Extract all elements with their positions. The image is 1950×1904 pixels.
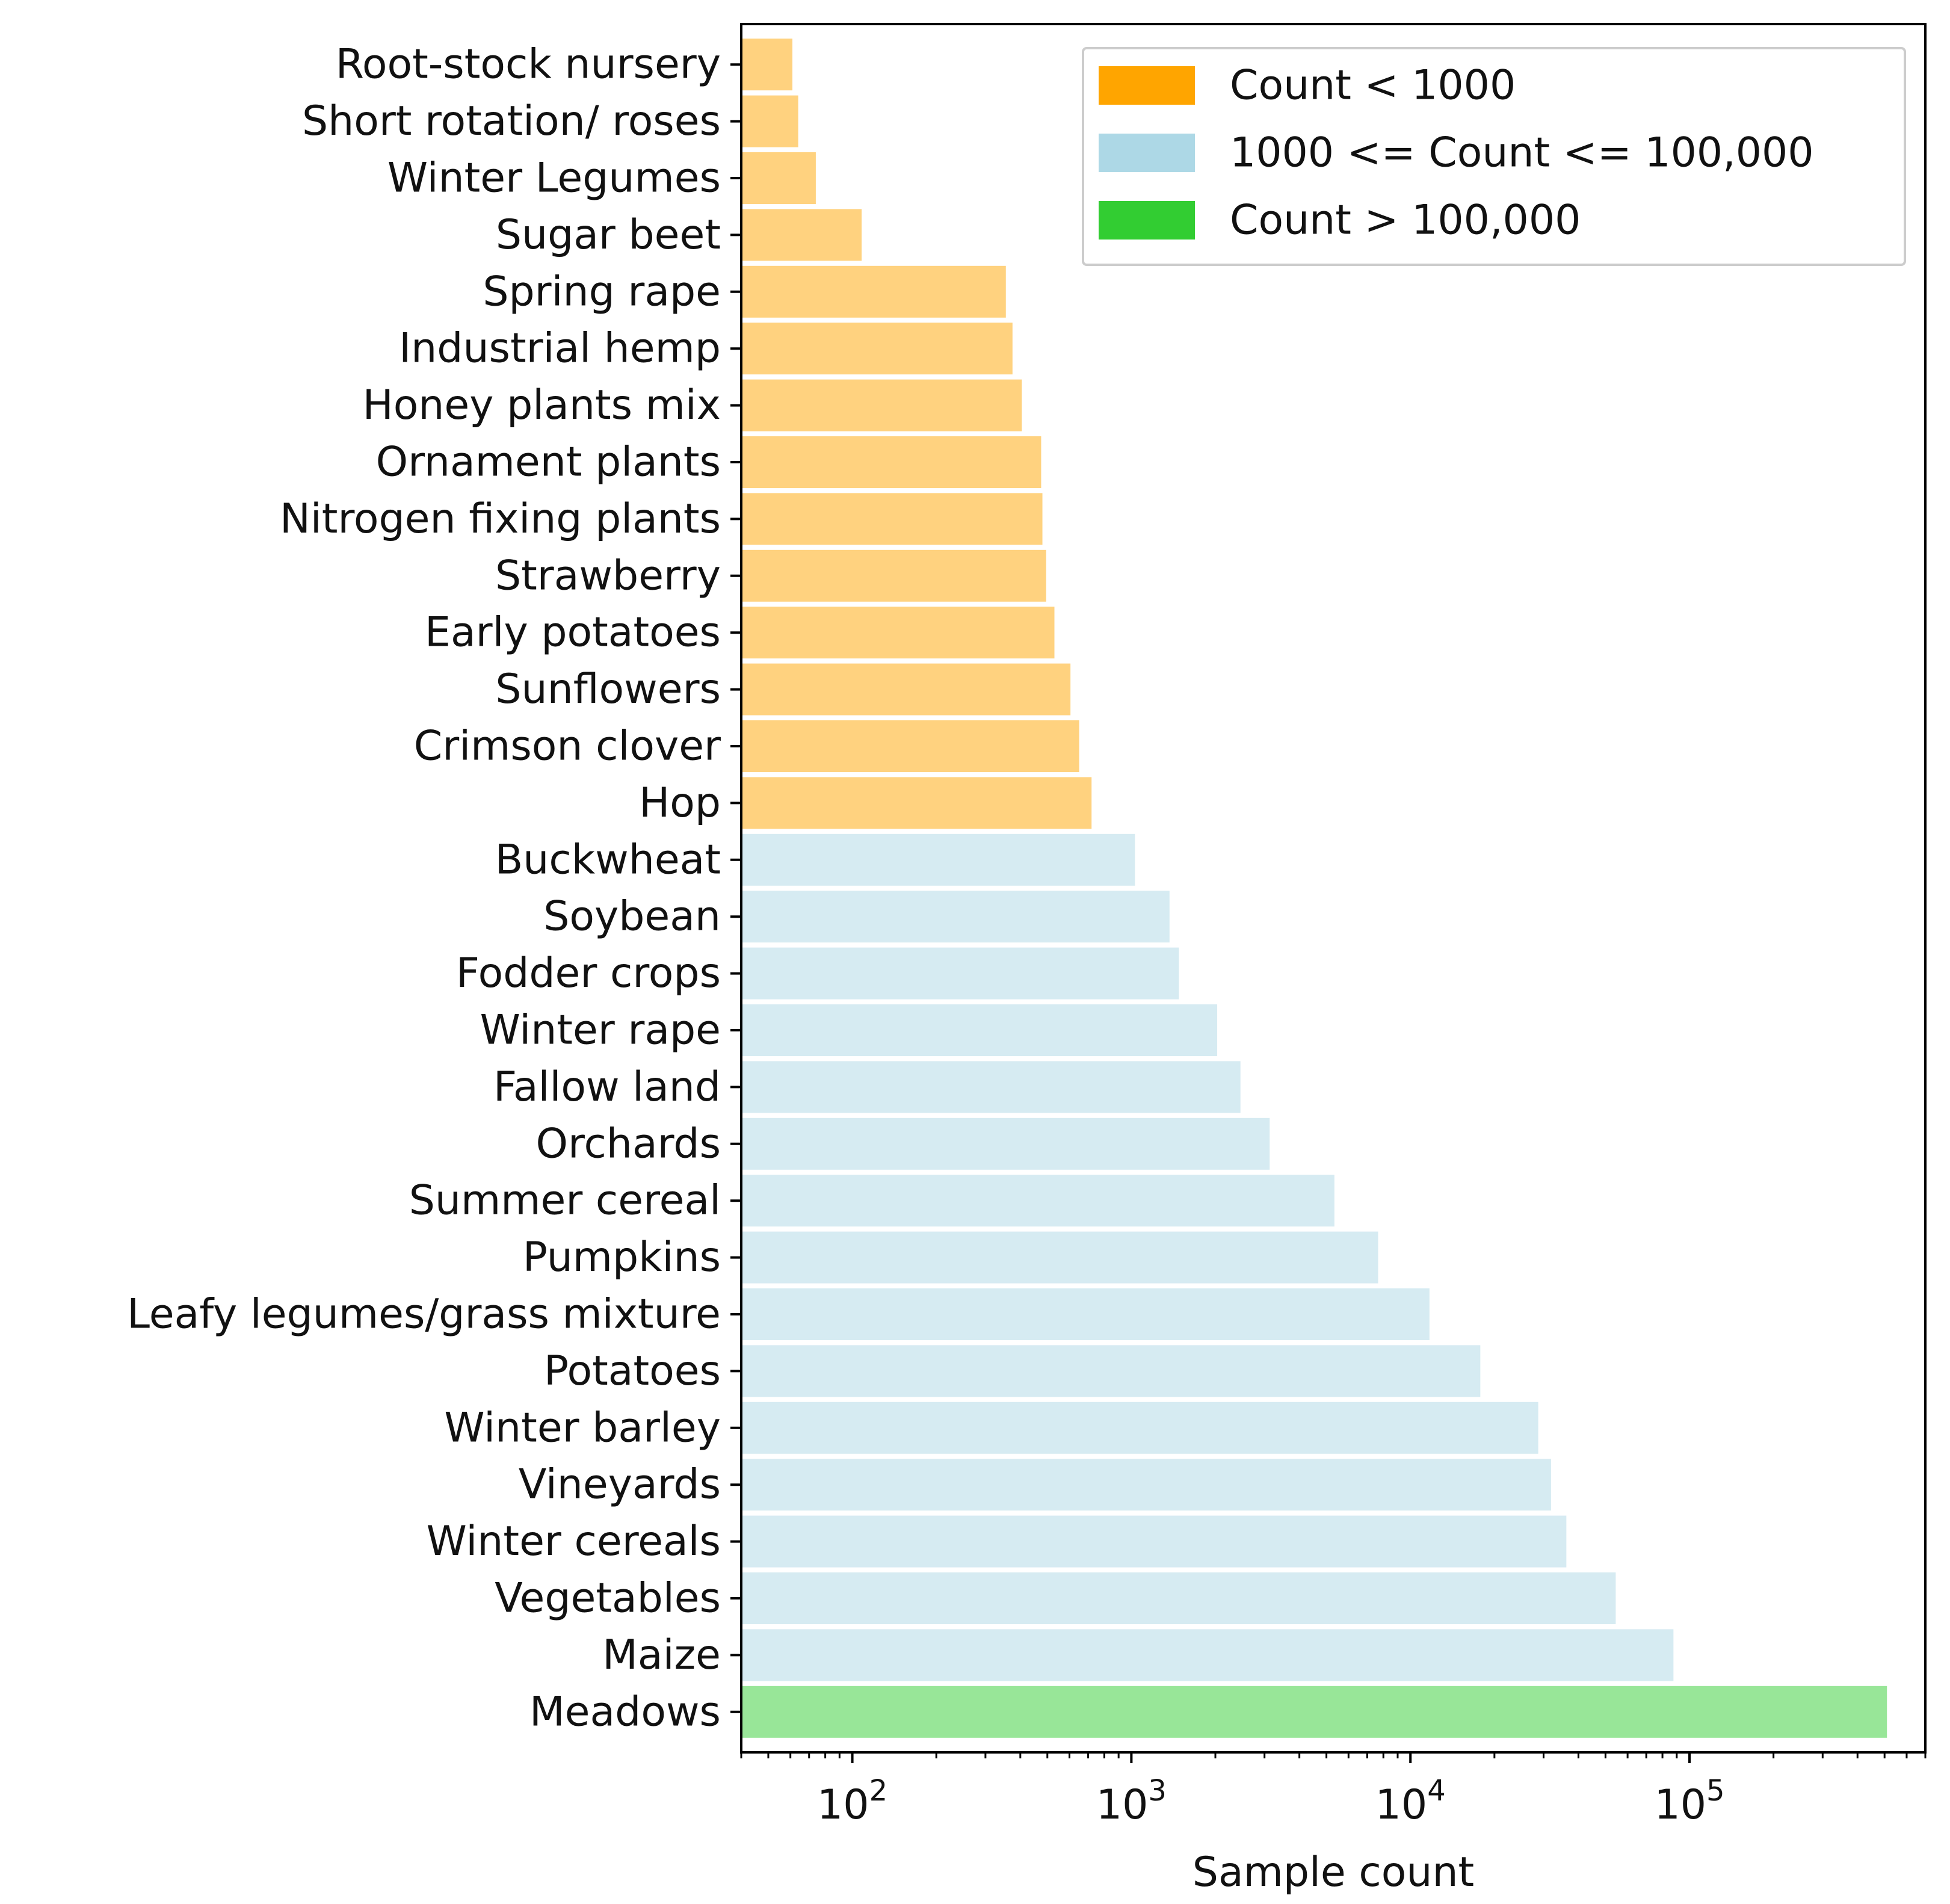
x-tick-base: 10 [817,1781,869,1829]
bar-meadows [741,1686,1887,1738]
category-labels: Root-stock nursery Short rotation/ roses W… [127,41,721,1736]
category-label: Spring rape [483,268,721,315]
bar-leafy-legumes-grass-mixture [741,1288,1430,1340]
bar-winter-barley [741,1402,1538,1454]
bar-honey-plants-mix [741,379,1022,431]
bar-potatoes [741,1345,1481,1397]
bar-soybean [741,891,1170,943]
category-label: Strawberry [495,552,721,599]
category-label: Meadows [529,1688,721,1736]
x-tick-base: 10 [1096,1781,1149,1829]
category-label: Hop [639,779,721,827]
category-label: Pumpkins [523,1234,721,1281]
x-tick-label: 105 [1654,1774,1724,1829]
category-label: Orchards [536,1120,721,1167]
category-label: Potatoes [544,1347,721,1395]
bar-fallow-land [741,1061,1241,1113]
category-label: Honey plants mix [363,382,721,429]
legend-label: Count > 100,000 [1230,197,1581,244]
bar-pumpkins [741,1231,1378,1284]
bar-nitrogen-fixing-plants [741,493,1043,545]
legend-box [1082,47,1906,266]
category-label: Crimson clover [414,723,721,770]
bar-buckwheat [741,833,1135,886]
category-label: Short rotation/ roses [302,97,721,145]
x-tick-exponent: 2 [869,1774,888,1808]
category-label: Nitrogen fixing plants [280,495,721,543]
category-label: Vineyards [519,1461,721,1509]
category-label: Early potatoes [425,609,721,657]
legend: Count < 1000 1000 <= Count <= 100,000 Coun… [1082,47,1906,266]
category-label: Winter Legumes [387,155,721,202]
legend-items: Count < 1000 1000 <= Count <= 100,000 Coun… [1099,62,1814,244]
legend-label: Count < 1000 [1230,62,1516,110]
legend-label: 1000 <= Count <= 100,000 [1230,129,1814,177]
legend-swatch [1099,66,1195,105]
bar-root-stock-nursery [741,39,793,91]
category-label: Winter cereals [427,1518,721,1565]
category-label: Industrial hemp [399,325,721,372]
x-ticks: 102 103 104 105 [730,63,1927,1829]
bar-ornament-plants [741,436,1041,488]
category-label: Winter rape [480,1007,721,1054]
bar-hop [741,777,1092,829]
category-label: Root-stock nursery [336,41,721,88]
bar-sugar-beet [741,209,862,261]
x-tick-exponent: 5 [1706,1774,1725,1808]
bars-layer [741,39,1887,1738]
category-label: Fodder crops [456,950,721,997]
x-axis-title: Sample count [1193,1849,1474,1896]
category-label: Buckwheat [495,836,721,883]
bar-maize [741,1629,1674,1681]
category-label: Soybean [543,893,721,941]
x-tick-label: 104 [1375,1774,1446,1829]
category-label: Winter barley [444,1404,721,1451]
bar-orchards [741,1117,1270,1170]
bar-vegetables [741,1572,1616,1624]
category-label: Fallow land [493,1063,721,1111]
x-tick-label: 103 [1096,1774,1167,1829]
category-label: Vegetables [495,1575,721,1622]
bar-sunflowers [741,663,1071,716]
bar-winter-cereals [741,1515,1567,1568]
x-tick-label: 102 [817,1774,887,1829]
category-label: Sugar beet [496,211,721,259]
legend-swatch [1099,134,1195,172]
bar-winter-rape [741,1004,1218,1056]
category-label: Ornament plants [376,439,721,486]
bar-crimson-clover [741,720,1079,772]
x-tick-base: 10 [1654,1781,1706,1829]
category-label: Maize [602,1631,721,1679]
category-label: Leafy legumes/grass mixture [127,1291,721,1338]
legend-swatch [1099,201,1195,240]
bar-spring-rape [741,265,1006,318]
bar-strawberry [741,549,1046,602]
x-tick-base: 10 [1375,1781,1428,1829]
bar-early-potatoes [741,607,1055,659]
bar-industrial-hemp [741,323,1013,375]
x-tick-exponent: 3 [1148,1774,1167,1808]
x-tick-exponent: 4 [1427,1774,1446,1808]
bar-summer-cereal [741,1175,1334,1227]
category-label: Sunflowers [495,666,721,713]
bar-fodder-crops [741,947,1179,1000]
bar-short-rotation-roses [741,95,798,147]
bar-winter-legumes [741,152,816,204]
plot-frame [740,23,1927,1754]
bar-vineyards [741,1459,1551,1511]
category-label: Summer cereal [409,1177,721,1225]
